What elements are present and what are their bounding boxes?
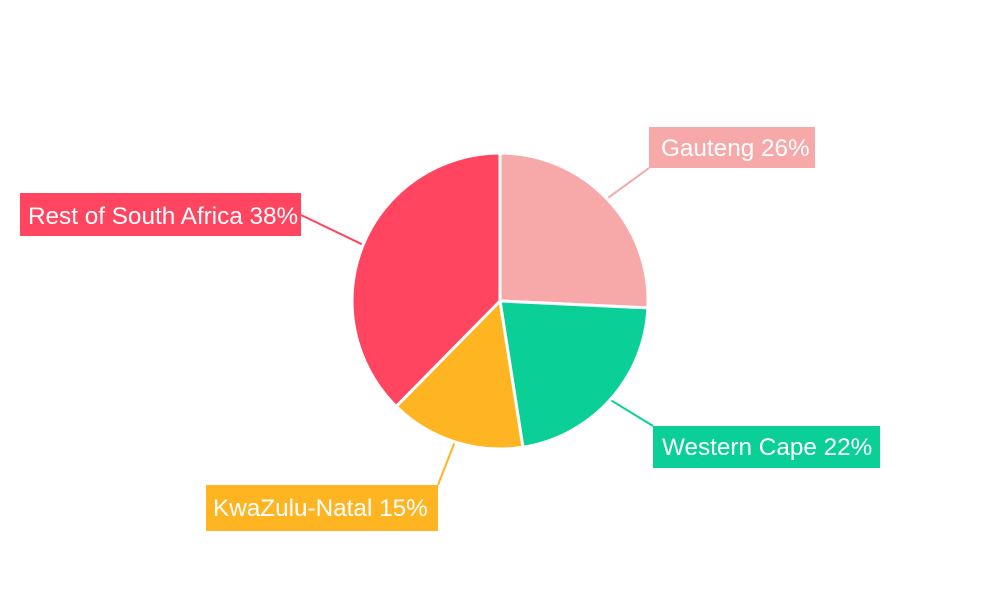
svg-text:Gauteng 26%: Gauteng 26% bbox=[661, 135, 810, 162]
svg-text:KwaZulu-Natal 15%: KwaZulu-Natal 15% bbox=[213, 495, 428, 522]
svg-text:Rest of South Africa 38%: Rest of South Africa 38% bbox=[28, 203, 298, 230]
svg-text:Western Cape 22%: Western Cape 22% bbox=[662, 434, 872, 461]
